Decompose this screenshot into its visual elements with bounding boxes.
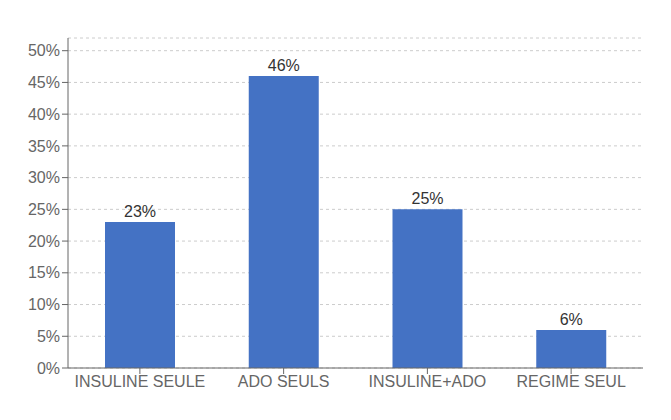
svg-text:23%: 23% (124, 203, 156, 220)
svg-text:10%: 10% (28, 296, 60, 313)
svg-text:25%: 25% (28, 201, 60, 218)
svg-text:30%: 30% (28, 169, 60, 186)
svg-text:50%: 50% (28, 42, 60, 59)
svg-text:40%: 40% (28, 106, 60, 123)
svg-text:15%: 15% (28, 264, 60, 281)
svg-text:ADO SEULS: ADO SEULS (238, 373, 330, 390)
svg-text:25%: 25% (411, 190, 443, 207)
svg-text:20%: 20% (28, 233, 60, 250)
svg-text:5%: 5% (37, 328, 60, 345)
svg-text:46%: 46% (268, 57, 300, 74)
svg-text:35%: 35% (28, 138, 60, 155)
svg-text:45%: 45% (28, 74, 60, 91)
svg-text:0%: 0% (37, 360, 60, 377)
svg-text:INSULINE+ADO: INSULINE+ADO (368, 373, 486, 390)
svg-text:REGIME SEUL: REGIME SEUL (516, 373, 625, 390)
svg-text:INSULINE SEULE: INSULINE SEULE (75, 373, 206, 390)
svg-text:6%: 6% (560, 311, 583, 328)
